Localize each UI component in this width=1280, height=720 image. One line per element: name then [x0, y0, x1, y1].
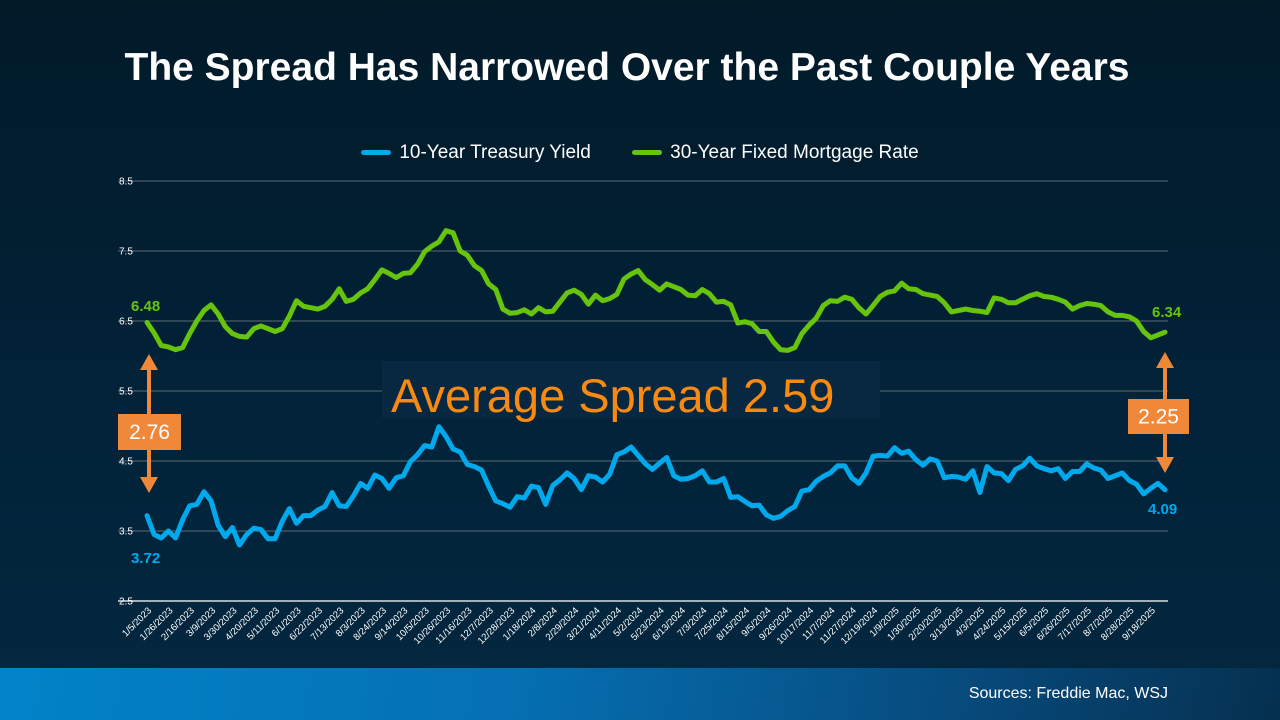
mortgage-first-label: 6.48	[131, 298, 160, 315]
end-spread-label: 2.25	[1138, 406, 1179, 429]
legend: 10-Year Treasury Yield 30-Year Fixed Mor…	[0, 139, 1280, 164]
end-spread-arrow-down-icon	[1156, 457, 1174, 473]
start-spread-arrow-down-icon	[140, 477, 158, 493]
legend-label-treasury: 10-Year Treasury Yield	[399, 141, 591, 163]
treasury-last-label: 4.09	[1148, 501, 1177, 518]
start-spread-arrow-up-icon	[140, 354, 158, 370]
start-spread-label: 2.76	[129, 421, 170, 444]
sources-text: Sources: Freddie Mac, WSJ	[968, 685, 1168, 702]
treasury-first-label: 3.72	[131, 550, 160, 567]
y-tick-label: 7.5	[119, 247, 133, 258]
y-tick-label: 8.5	[119, 177, 133, 188]
average-spread-label: Average Spread 2.59	[391, 369, 834, 422]
legend-label-mortgage: 30-Year Fixed Mortgage Rate	[670, 141, 919, 163]
start-spread-box	[118, 414, 181, 450]
series-line-treasury	[144, 424, 1168, 548]
legend-item-treasury: 10-Year Treasury Yield	[361, 142, 591, 164]
legend-item-mortgage: 30-Year Fixed Mortgage Rate	[632, 142, 919, 164]
end-spread-box	[1128, 399, 1189, 434]
line-chart: 2.53.54.55.56.57.58.51/5/20231/26/20232/…	[118, 177, 1189, 608]
legend-swatch-mortgage	[632, 150, 663, 155]
average-spread-box	[382, 361, 880, 418]
y-tick-label: 4.5	[119, 457, 133, 468]
footer-band: Sources: Freddie Mac, WSJ	[0, 668, 1280, 720]
legend-swatch-treasury	[361, 150, 392, 155]
series-line-mortgage	[144, 228, 1168, 353]
y-tick-label: 6.5	[119, 317, 133, 328]
y-tick-label: 3.5	[119, 527, 133, 538]
mortgage-last-label: 6.34	[1152, 304, 1182, 321]
y-tick-label: 5.5	[119, 387, 133, 398]
y-tick-label: 2.5	[119, 597, 133, 608]
end-spread-arrow-up-icon	[1156, 352, 1174, 368]
chart-title: The Spread Has Narrowed Over the Past Co…	[124, 46, 1130, 89]
